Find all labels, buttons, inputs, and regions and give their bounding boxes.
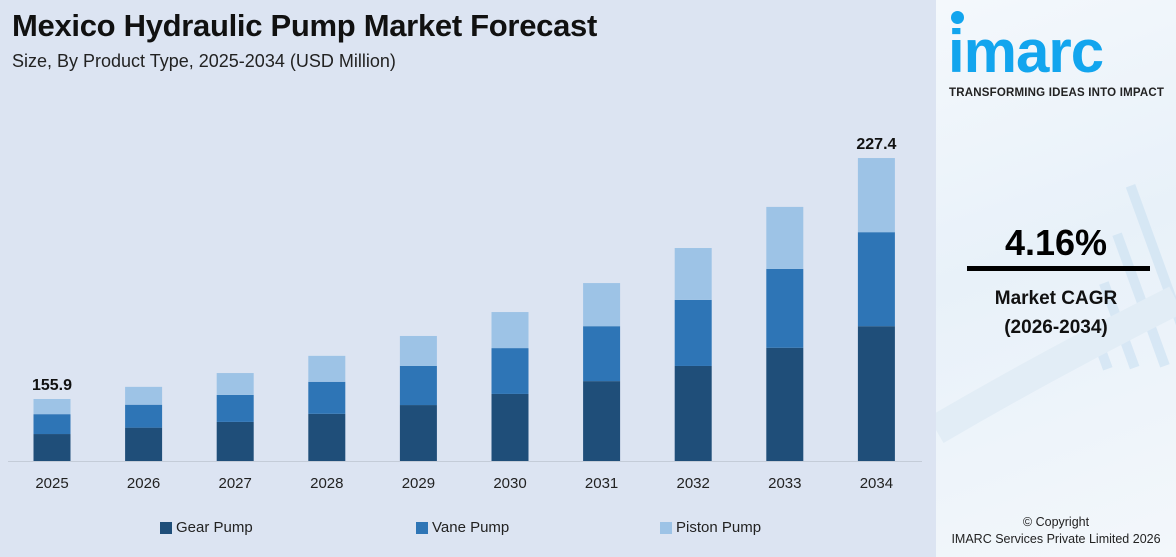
chart-title: Mexico Hydraulic Pump Market Forecast	[12, 8, 597, 43]
bar-segment-gear-pump-2030	[491, 393, 529, 461]
x-tick-label: 2028	[310, 475, 343, 492]
x-tick-label: 2034	[860, 475, 893, 492]
stacked-bar-chart: 2025 155.9 2026 2027 2028 2029 2030 2031 2032 203…	[8, 136, 922, 492]
bar-segment-vane-pump-2029	[399, 365, 437, 406]
copyright-holder: IMARC Services Private Limited 2026	[951, 532, 1161, 546]
legend-gear-pump: Gear Pump	[160, 519, 253, 536]
bar-segment-vane-pump-2027	[216, 394, 254, 422]
x-tick-label: 2030	[493, 475, 526, 492]
x-tick-label: 2033	[768, 475, 801, 492]
cagr-value: 4.16%	[1004, 222, 1108, 263]
info-sidebar: imarc TRANSFORMING IDEAS INTO IMPACT 4.1…	[936, 0, 1176, 557]
logo-dot	[951, 11, 964, 24]
bar-segment-gear-pump-2029	[399, 405, 437, 461]
bar-segment-gear-pump-2034	[857, 326, 895, 461]
bar-segment-piston-pump-2025	[33, 398, 71, 415]
x-tick-label: 2029	[402, 475, 435, 492]
bar-segment-piston-pump-2032	[674, 248, 712, 300]
bar-segment-vane-pump-2025	[33, 414, 71, 435]
cagr-label: Market CAGR (2026-2034)	[936, 284, 1176, 342]
data-label-total: 155.9	[32, 377, 72, 394]
imarc-logo: imarc	[948, 18, 1104, 85]
bar-segment-piston-pump-2029	[399, 335, 437, 366]
bar-segment-piston-pump-2033	[766, 206, 804, 269]
bar-segment-gear-pump-2033	[766, 347, 804, 461]
bar-segment-gear-pump-2025	[33, 434, 71, 461]
x-tick-label: 2025	[35, 475, 68, 492]
legend-label: Gear Pump	[176, 519, 253, 536]
bar-segment-vane-pump-2028	[308, 381, 346, 414]
data-label-total: 227.4	[856, 136, 896, 153]
cagr-period: (2026-2034)	[1004, 317, 1108, 338]
legend-piston-pump: Piston Pump	[660, 519, 761, 536]
x-tick-label: 2031	[585, 475, 618, 492]
legend-swatch	[160, 521, 172, 534]
bar-segment-vane-pump-2032	[674, 299, 712, 366]
bar-segment-piston-pump-2027	[216, 373, 254, 395]
bar-segment-gear-pump-2031	[583, 381, 621, 461]
bar-segment-gear-pump-2032	[674, 365, 712, 461]
tagline: TRANSFORMING IDEAS INTO IMPACT	[949, 87, 1165, 99]
bar-segment-piston-pump-2028	[308, 355, 346, 382]
bar-segment-gear-pump-2028	[308, 413, 346, 461]
legend-swatch	[416, 521, 428, 534]
bar-segment-piston-pump-2030	[491, 312, 529, 349]
chart-panel: Mexico Hydraulic Pump Market Forecast Si…	[8, 8, 922, 536]
legend-swatch	[660, 521, 672, 534]
legend-vane-pump: Vane Pump	[416, 519, 509, 536]
bar-segment-vane-pump-2030	[491, 348, 529, 394]
copyright-text: © Copyright	[1022, 515, 1090, 529]
cagr-label-text: Market CAGR	[994, 288, 1118, 309]
bar-segment-vane-pump-2034	[857, 232, 895, 327]
bar-segment-vane-pump-2033	[766, 268, 804, 348]
legend-label: Piston Pump	[676, 519, 762, 536]
bar-segment-gear-pump-2027	[216, 421, 254, 461]
bar-segment-vane-pump-2026	[125, 404, 163, 428]
x-tick-label: 2027	[219, 475, 252, 492]
bar-segment-piston-pump-2034	[857, 158, 895, 233]
x-tick-label: 2032	[677, 475, 710, 492]
bar-segment-piston-pump-2026	[125, 386, 163, 405]
bar-segment-piston-pump-2031	[583, 283, 621, 327]
x-tick-label: 2026	[127, 475, 160, 492]
divider	[967, 266, 1150, 271]
bar-segment-gear-pump-2026	[125, 427, 163, 461]
copyright: © Copyright IMARC Services Private Limit…	[936, 514, 1176, 548]
bar-segment-vane-pump-2031	[583, 326, 621, 382]
legend-label: Vane Pump	[432, 519, 510, 536]
chart-subtitle: Size, By Product Type, 2025-2034 (USD Mi…	[12, 51, 396, 71]
